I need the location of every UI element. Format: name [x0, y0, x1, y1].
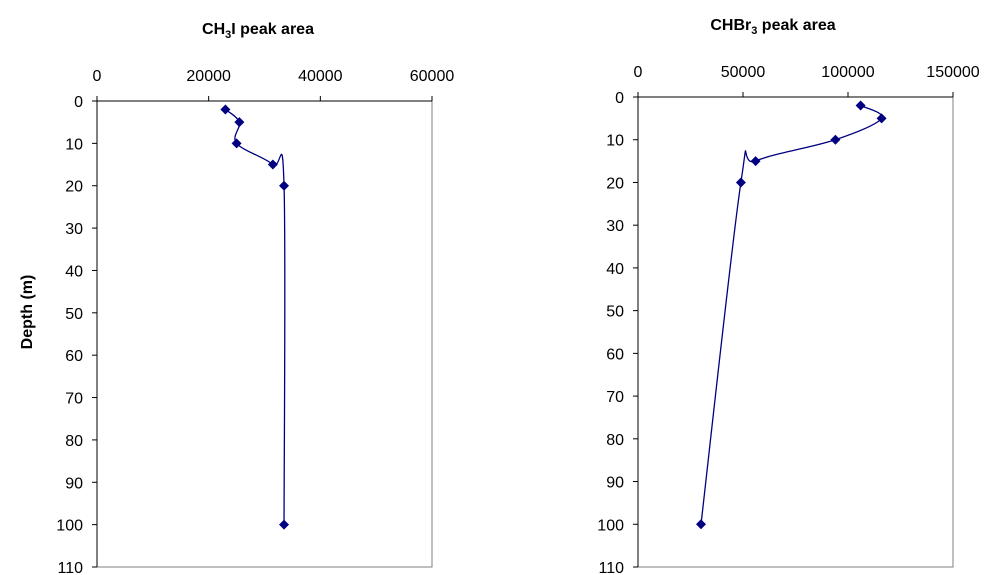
plot-area-chbr3: 0 50000 100000 150000 0 10 20 30 40 50 60 70 80 90 100…: [597, 64, 980, 575]
data-point: [750, 156, 761, 167]
y-tick-label: 90: [65, 475, 83, 492]
chart-title-ch3i: CH3I peak area: [202, 21, 314, 41]
x-tick-label: 20000: [186, 68, 231, 85]
x-tick-label: 40000: [298, 68, 343, 85]
y-tick-label: 110: [57, 560, 83, 575]
x-tick-label: 150000: [926, 64, 979, 81]
y-axis-label: Depth (m): [19, 275, 36, 350]
chart-ch3i: CH3I peak area Depth (m) 0 20000 40000 6000…: [19, 21, 454, 575]
y-tick-label: 30: [65, 221, 83, 238]
y-tick-label: 30: [606, 218, 624, 235]
data-point: [855, 100, 866, 111]
y-tick-label: 40: [606, 261, 624, 278]
series-line: [224, 108, 286, 525]
x-tick-label: 50000: [721, 64, 766, 81]
data-point: [696, 519, 706, 530]
data-point: [267, 159, 278, 170]
data-point: [876, 113, 887, 124]
plot-frame: [96, 100, 433, 568]
x-tick-label: 0: [93, 68, 102, 85]
y-tick-label: 40: [65, 263, 83, 280]
y-tick-label: 90: [606, 475, 624, 492]
data-point: [279, 519, 290, 530]
data-point: [830, 134, 841, 145]
y-tick-label: 0: [74, 94, 83, 111]
y-tick-label: 70: [65, 391, 83, 408]
series-line: [700, 104, 883, 525]
y-tick-label: 100: [56, 518, 83, 535]
x-tick-label: 60000: [410, 68, 455, 85]
data-point: [279, 180, 290, 191]
plot-frame: [637, 96, 954, 568]
data-point: [234, 117, 245, 128]
data-point: [735, 177, 746, 188]
y-tick-label: 60: [65, 348, 83, 365]
y-tick-label: 0: [615, 90, 624, 107]
x-tick-label: 100000: [821, 64, 874, 81]
y-tick-label: 80: [65, 433, 83, 450]
y-tick-label: 50: [606, 304, 624, 321]
y-tick-label: 110: [598, 560, 624, 575]
y-tick-label: 10: [65, 136, 83, 153]
y-tick-label: 80: [606, 432, 624, 449]
data-point: [231, 138, 242, 149]
y-tick-label: 10: [606, 133, 624, 150]
y-tick-label: 60: [606, 346, 624, 363]
y-tick-label: 70: [606, 389, 624, 406]
plot-area-ch3i: 0 20000 40000 60000 0 10 20 30 40 50 60 70 80 90 100 11…: [56, 68, 454, 575]
y-tick-label: 100: [597, 517, 624, 534]
y-tick-label: 20: [606, 175, 624, 192]
data-point: [220, 104, 231, 115]
x-tick-label: 0: [634, 64, 643, 81]
chart-chbr3: CHBr3 peak area 0 50000 100000 150000 0 10 20 3…: [597, 17, 980, 575]
chart-title-chbr3: CHBr3 peak area: [710, 17, 835, 37]
y-tick-label: 50: [65, 306, 83, 323]
y-tick-label: 20: [65, 179, 83, 196]
